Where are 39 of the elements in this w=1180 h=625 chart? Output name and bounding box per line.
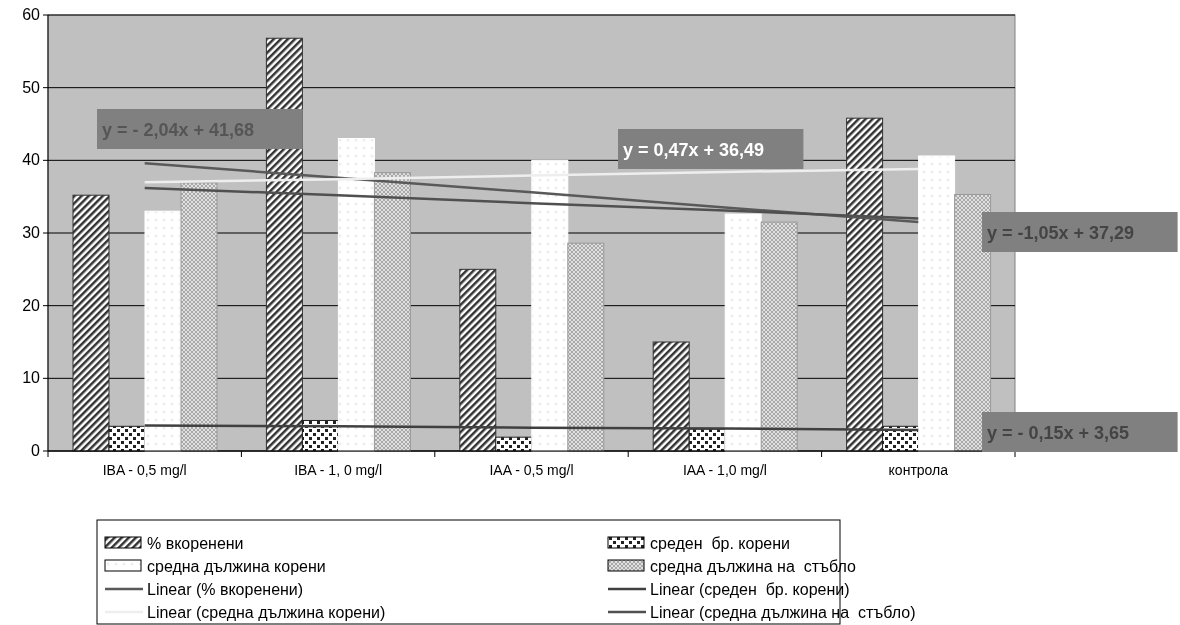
x-tick-label: IBA - 1, 0 mg/l xyxy=(294,462,383,478)
bar xyxy=(337,138,375,452)
legend-label: средна дължина корени xyxy=(147,558,326,575)
bar xyxy=(567,242,605,452)
x-tick-label: IAA - 1,0 mg/l xyxy=(682,462,767,478)
annotation: y = 0,47x + 36,49 xyxy=(623,140,765,160)
bar xyxy=(724,213,762,452)
annotation: y = -1,05x + 37,29 xyxy=(987,223,1135,243)
legend-label: Linear (среден бр. корени) xyxy=(650,581,850,598)
y-tick-label: 50 xyxy=(22,78,41,96)
annotation: y = - 0,15x + 3,65 xyxy=(987,423,1130,443)
y-tick-label: 60 xyxy=(22,6,41,23)
bar xyxy=(373,172,411,452)
x-tick-label: IBA - 0,5 mg/l xyxy=(102,462,187,478)
y-tick-label: 0 xyxy=(31,442,41,459)
bar xyxy=(846,117,884,452)
bar xyxy=(72,194,110,452)
legend-label: Linear (средна дължина на стъбло) xyxy=(650,604,916,621)
x-tick-label: контрола xyxy=(888,462,949,478)
bar xyxy=(180,182,218,452)
line-series xyxy=(143,167,920,184)
legend-label: % вкоренени xyxy=(147,535,244,552)
y-tick-label: 10 xyxy=(22,369,41,387)
bar xyxy=(459,268,497,452)
y-tick-label: 30 xyxy=(22,224,41,241)
legend-label: Linear (средна дължина корени) xyxy=(147,604,386,621)
bar xyxy=(108,425,146,452)
legend-label: средна дължина на стъбло xyxy=(650,558,857,575)
line-series xyxy=(143,161,920,224)
bar xyxy=(918,155,956,452)
y-tick-label: 40 xyxy=(22,151,41,169)
legend-label: среден бр. корени xyxy=(650,535,791,552)
x-tick-label: IAA - 0,5 mg/l xyxy=(489,462,574,478)
bar xyxy=(531,159,569,452)
bar xyxy=(760,221,798,452)
bar xyxy=(652,341,690,452)
y-tick-label: 20 xyxy=(22,296,41,314)
bar xyxy=(144,210,182,452)
legend-label: Linear (% вкоренени) xyxy=(147,581,304,598)
